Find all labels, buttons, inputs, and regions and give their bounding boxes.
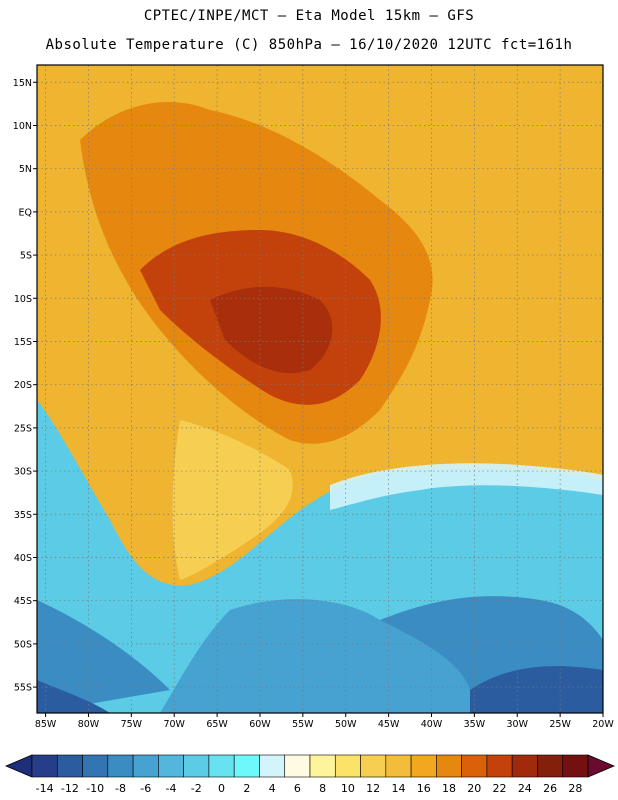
colorbar-labels: -14 -12 -10 -8 -6 -4 -2 0 2 4 6 8 10 12 14 16 18 20 22 24 26… [36, 782, 583, 795]
lon-label: 60W [249, 719, 271, 730]
colorbar-swatch [132, 754, 159, 778]
lat-label: 40S [14, 553, 32, 564]
colorbar-swatch [511, 754, 538, 778]
colorbar-swatch [486, 754, 513, 778]
colorbar-label: 28 [568, 782, 582, 795]
colorbar-label: -4 [166, 782, 177, 795]
colorbar-label: 8 [319, 782, 326, 795]
colorbar-label: 22 [493, 782, 507, 795]
lat-label: 5N [19, 164, 32, 175]
colorbar-swatch [410, 754, 437, 778]
mid-cold-region [160, 599, 470, 713]
lat-label: 10S [14, 294, 32, 305]
southern-plains-warm [172, 420, 293, 580]
colorbar-swatch [259, 754, 286, 778]
lat-label: 50S [14, 639, 32, 650]
lat-label: 20S [14, 380, 32, 391]
lon-label: 80W [78, 719, 100, 730]
gridlines [33, 65, 604, 717]
colorbar-label: -2 [191, 782, 202, 795]
lon-label: 70W [163, 719, 185, 730]
lon-label: 65W [206, 719, 228, 730]
lon-label: 85W [35, 719, 57, 730]
lat-label: 35S [14, 510, 32, 521]
lon-label: 45W [378, 719, 400, 730]
colorbar-label: 14 [391, 782, 405, 795]
longitude-labels: 85W 80W 75W 70W 65W 60W 55W 50W 45W 40W 35W 30W 25W 2… [35, 719, 615, 730]
lon-label: 35W [464, 719, 486, 730]
colorbar-swatch [461, 754, 488, 778]
lon-label: 30W [507, 719, 529, 730]
lat-label: 10N [13, 121, 32, 132]
lat-label: 30S [14, 467, 32, 478]
colorbar-label: 24 [518, 782, 532, 795]
lat-label: 5S [20, 251, 32, 262]
title-line-2: Absolute Temperature (C) 850hPa — 16/10/… [45, 37, 573, 53]
colorbar [4, 754, 616, 778]
colorbar-label: -14 [36, 782, 54, 795]
colorbar-swatch [233, 754, 260, 778]
colorbar-swatch [436, 754, 462, 778]
colorbar-label: 12 [366, 782, 380, 795]
very-cold-region [37, 666, 603, 713]
colorbar-label: -10 [86, 782, 104, 795]
colorbar-label: -8 [115, 782, 126, 795]
colorbar-swatch [183, 754, 210, 778]
colorbar-swatch [208, 754, 235, 778]
map-area [37, 65, 603, 713]
lat-label: 15S [14, 337, 32, 348]
colorbar-swatch [385, 754, 412, 778]
lat-label: 45S [14, 596, 32, 607]
colorbar-swatch [334, 754, 361, 778]
colorbar-low-cap [4, 754, 33, 778]
latitude-labels: 15N 10N 5N EQ 5S 10S 15S 20S 25S 30S 35S 40S 45S 50S 5… [13, 78, 32, 694]
colorbar-swatch [31, 754, 58, 778]
colorbar-label: 2 [243, 782, 250, 795]
hottest-land-core [210, 286, 333, 374]
colorbar-swatch [309, 754, 336, 778]
colorbar-high-cap [587, 754, 616, 778]
colorbar-label: 4 [269, 782, 276, 795]
title-line-1: CPTEC/INPE/MCT — Eta Model 15km — GFS [143, 8, 475, 24]
colorbar-label: 16 [417, 782, 431, 795]
lat-label: 55S [14, 683, 32, 694]
colorbar-label: 0 [218, 782, 225, 795]
lat-label: 15N [13, 78, 32, 89]
colorbar-label: 18 [442, 782, 456, 795]
colorbar-swatch [158, 754, 184, 778]
colorbar-label: -6 [140, 782, 151, 795]
map-frame [36, 64, 604, 714]
colorbar-label: -12 [61, 782, 79, 795]
lon-label: 20W [592, 719, 614, 730]
colorbar-swatch [56, 754, 83, 778]
colorbar-swatch [284, 754, 311, 778]
lon-label: 75W [121, 719, 143, 730]
colorbar-swatch [360, 754, 387, 778]
lat-label: EQ [19, 207, 32, 218]
colorbar-label: 26 [543, 782, 557, 795]
colorbar-swatch [107, 754, 134, 778]
lon-label: 40W [421, 719, 443, 730]
cool-ocean-fringe [330, 463, 603, 510]
colorbar-label: 20 [467, 782, 481, 795]
colorbar-swatch [562, 754, 589, 778]
lat-label: 25S [14, 423, 32, 434]
colorbar-label: 10 [341, 782, 355, 795]
colorbar-swatch [537, 754, 564, 778]
lon-label: 55W [292, 719, 314, 730]
colorbar-label: 6 [294, 782, 301, 795]
lon-label: 50W [335, 719, 357, 730]
lon-label: 25W [549, 719, 571, 730]
colorbar-swatch [82, 754, 109, 778]
